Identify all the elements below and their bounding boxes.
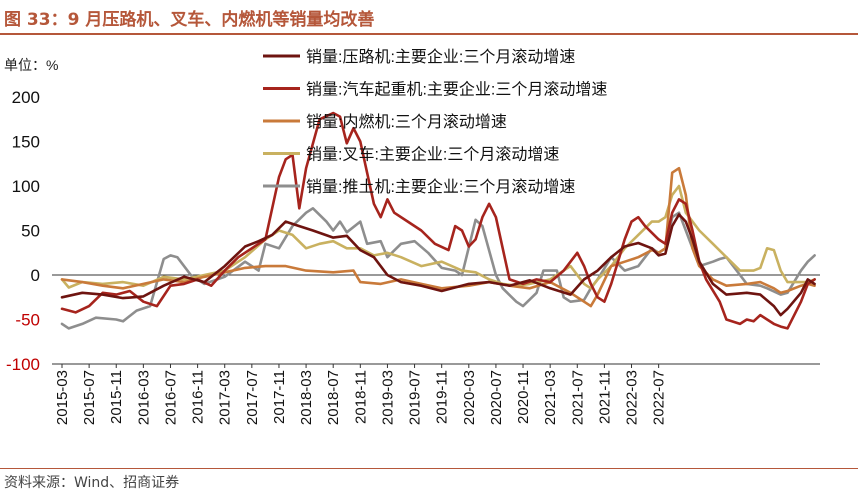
- x-tick-label: 2017-11: [271, 370, 288, 424]
- y-axis-unit-label: 单位：%: [4, 57, 58, 73]
- y-tick-label: -50: [15, 311, 40, 330]
- x-tick-label: 2020-07: [488, 370, 505, 425]
- chart-legend: 销量:压路机:主要企业:三个月滚动增速销量:汽车起重机:主要企业:三个月滚动增速…: [263, 48, 607, 196]
- x-tick-label: 2021-07: [569, 370, 586, 425]
- footer-divider: [0, 468, 858, 469]
- title-divider: [0, 33, 858, 35]
- x-tick-label: 2019-07: [407, 370, 424, 425]
- x-tick-label: 2016-07: [162, 370, 179, 425]
- x-tick-label: 2018-07: [325, 370, 342, 425]
- x-tick-label: 2022-07: [651, 370, 668, 425]
- chart-axes: 单位：% -100 -50 0 50 100 150 200 2015-03 2015-07 201…: [4, 57, 820, 425]
- y-tick-label: 0: [31, 266, 40, 285]
- x-tick-label: 2019-11: [434, 370, 451, 424]
- series-line: [60, 166, 816, 308]
- x-tick-label: 2018-03: [298, 370, 315, 425]
- chart-series: [60, 111, 816, 330]
- x-tick-label: 2018-11: [352, 370, 369, 424]
- x-tick-label: 2021-11: [596, 370, 613, 424]
- x-tick-label: 2016-11: [190, 370, 207, 424]
- y-tick-label: -100: [6, 355, 40, 374]
- figure-title-bar: 图 33：9 月压路机、叉车、内燃机等销量均改善: [0, 0, 858, 35]
- x-tick-label: 2020-03: [461, 370, 478, 425]
- legend-label: 销量:推土机:主要企业:三个月滚动增速: [306, 178, 575, 196]
- legend-label: 销量:压路机:主要企业:三个月滚动增速: [306, 48, 575, 66]
- series-line: [60, 111, 816, 330]
- x-tick-label: 2022-03: [624, 370, 641, 425]
- x-tick-label: 2017-03: [217, 370, 234, 425]
- x-tick-label: 2015-07: [81, 370, 98, 425]
- x-tick-label: 2017-07: [244, 370, 261, 425]
- figure-title: 图 33：9 月压路机、叉车、内燃机等销量均改善: [4, 10, 375, 30]
- x-tick-label: 2019-03: [379, 370, 396, 425]
- legend-label: 销量:汽车起重机:主要企业:三个月滚动增速: [306, 81, 607, 99]
- legend-label: 销量:叉车:主要企业:三个月滚动增速: [306, 146, 559, 164]
- y-tick-label: 150: [12, 133, 40, 152]
- series-line: [60, 213, 816, 317]
- y-tick-label: 200: [12, 88, 40, 107]
- x-tick-label: 2015-11: [108, 370, 125, 424]
- y-tick-label: 100: [12, 177, 40, 196]
- x-tick-label: 2021-03: [542, 370, 559, 425]
- series-line: [60, 184, 816, 290]
- y-tick-label: 50: [21, 222, 40, 241]
- source-note: 资料来源：Wind、招商证券: [4, 475, 180, 491]
- legend-label: 销量:内燃机:三个月滚动增速: [306, 113, 507, 131]
- x-tick-label: 2016-03: [135, 370, 152, 425]
- line-chart: 单位：% -100 -50 0 50 100 150 200 2015-03 2015-07 201…: [4, 48, 820, 425]
- x-tick-label: 2015-03: [54, 370, 71, 425]
- x-tick-label: 2020-11: [515, 370, 532, 424]
